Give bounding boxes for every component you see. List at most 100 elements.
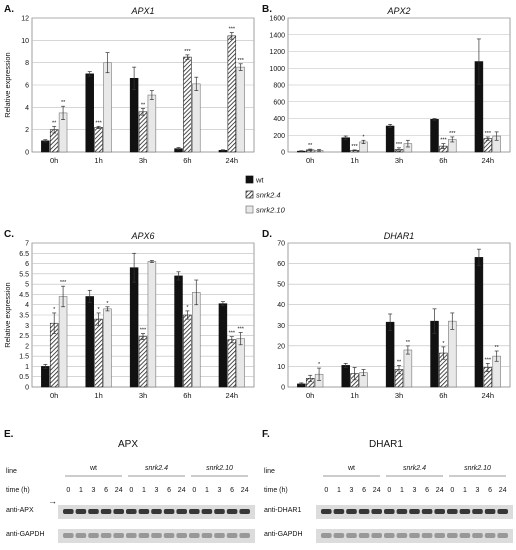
y-tick-label: 1 xyxy=(25,364,29,371)
blot-band xyxy=(100,533,112,538)
y-tick-label: 60 xyxy=(277,261,285,268)
y-tick-label: 0 xyxy=(281,385,285,392)
blot-band xyxy=(239,533,250,538)
blot-band xyxy=(226,533,238,538)
blot-lane-label: 0 xyxy=(450,487,454,494)
blot-band xyxy=(63,533,74,538)
bar-snrk2-10 xyxy=(236,66,245,153)
bar-snrk2-10 xyxy=(103,308,112,388)
blot-lane-label: 3 xyxy=(92,487,96,494)
bar-snrk2-10 xyxy=(58,296,68,388)
y-tick-label: 3 xyxy=(25,323,29,330)
x-tick-label: 3h xyxy=(139,156,147,165)
blot-band-label: anti-GAPDH xyxy=(6,531,45,538)
bar-snrk2-4 xyxy=(183,56,192,153)
blot-band xyxy=(358,533,370,538)
significance-mark: ** xyxy=(141,102,146,108)
bar-snrk2-4 xyxy=(94,318,103,388)
blot-lane-label: 24 xyxy=(241,487,249,494)
bar-wt xyxy=(41,140,50,153)
blot-band xyxy=(321,533,332,538)
bar-snrk2-10 xyxy=(103,62,112,153)
blot-band xyxy=(333,509,345,514)
blot-group-label: wt xyxy=(89,465,97,472)
blot-band-label: anti-GAPDH xyxy=(264,531,303,538)
bar-snrk2-10 xyxy=(403,349,413,388)
chart-apx2: B. APX2 0 200 400 600 800 1000 1200 1400 1600 ** 0h *… xyxy=(262,4,511,165)
blot-band xyxy=(226,509,238,514)
blot-band xyxy=(75,509,87,514)
blot-band xyxy=(472,533,483,538)
panel-label: E. xyxy=(4,429,14,440)
bar-wt xyxy=(341,137,350,153)
legend-label: wt xyxy=(255,176,264,185)
bar-wt xyxy=(218,303,228,388)
blot-row-label: line xyxy=(6,468,17,475)
blot-lane-label: 1 xyxy=(142,487,146,494)
blot-lane-label: 3 xyxy=(413,487,417,494)
chart-title: APX6 xyxy=(130,231,154,241)
blot-lane-label: 0 xyxy=(192,487,196,494)
western-blot-apx: E. APX line time (h) wt snrk2.4 snrk2.10 0 1 3 6 24… xyxy=(4,429,255,543)
bar-snrk2-10 xyxy=(192,83,201,153)
blot-lane-label: 24 xyxy=(115,487,123,494)
bar-snrk2-4 xyxy=(183,314,192,388)
blot-band xyxy=(384,533,395,538)
y-tick-label: 7 xyxy=(25,241,29,248)
panel-label: A. xyxy=(4,4,14,15)
chart-title: APX1 xyxy=(130,6,154,16)
panel-label: B. xyxy=(262,4,272,15)
blot-lane-label: 6 xyxy=(104,487,108,494)
blot-band xyxy=(447,509,458,514)
blot-group-label: snrk2.4 xyxy=(145,465,168,472)
blot-lane-label: 1 xyxy=(463,487,467,494)
blot-membrane xyxy=(316,529,513,543)
blot-lane-label: 0 xyxy=(387,487,391,494)
x-tick-label: 24h xyxy=(482,156,495,165)
y-tick-label: 4 xyxy=(25,105,29,112)
bar-wt xyxy=(474,257,484,388)
legend-swatch xyxy=(245,175,254,184)
bar-wt xyxy=(385,125,395,153)
blot-lane-label: 24 xyxy=(499,487,507,494)
blot-band xyxy=(201,509,213,514)
y-tick-label: 4 xyxy=(25,302,29,309)
blot-band xyxy=(214,509,225,514)
bar-snrk2-10 xyxy=(236,338,245,388)
blot-band xyxy=(371,533,382,538)
blot-lane-label: 1 xyxy=(79,487,83,494)
blot-band xyxy=(396,533,408,538)
y-tick-label: 1000 xyxy=(269,66,285,73)
blot-lane-label: 6 xyxy=(230,487,234,494)
blot-band xyxy=(421,509,433,514)
y-tick-label: 1400 xyxy=(269,32,285,39)
bar-snrk2-10 xyxy=(147,94,157,153)
panel-label: F. xyxy=(262,429,270,440)
x-tick-label: 1h xyxy=(350,156,358,165)
y-tick-label: 1600 xyxy=(269,16,285,23)
y-tick-label: 0 xyxy=(281,150,285,157)
y-tick-label: 2 xyxy=(25,343,29,350)
blot-band xyxy=(100,509,112,514)
panel-label: D. xyxy=(262,229,272,240)
bar-snrk2-4 xyxy=(138,336,148,388)
blot-row-label: time (h) xyxy=(6,487,30,494)
blot-lane-label: 1 xyxy=(400,487,404,494)
bar-wt xyxy=(385,321,395,388)
blot-band xyxy=(459,533,471,538)
significance-mark: * xyxy=(106,301,109,307)
y-tick-label: 2.5 xyxy=(19,333,29,340)
significance-mark: *** xyxy=(184,49,191,55)
blot-lane-label: 6 xyxy=(488,487,492,494)
significance-mark: *** xyxy=(229,27,236,33)
bar-snrk2-4 xyxy=(227,35,237,153)
blot-lane-label: 3 xyxy=(155,487,159,494)
significance-mark: *** xyxy=(140,328,147,334)
significance-mark: *** xyxy=(95,120,102,126)
y-tick-label: 6.5 xyxy=(19,251,29,258)
blot-lane-label: 24 xyxy=(373,487,381,494)
blot-band xyxy=(497,533,508,538)
legend-label: snrk2.4 xyxy=(256,191,281,200)
y-tick-label: 0 xyxy=(25,385,29,392)
